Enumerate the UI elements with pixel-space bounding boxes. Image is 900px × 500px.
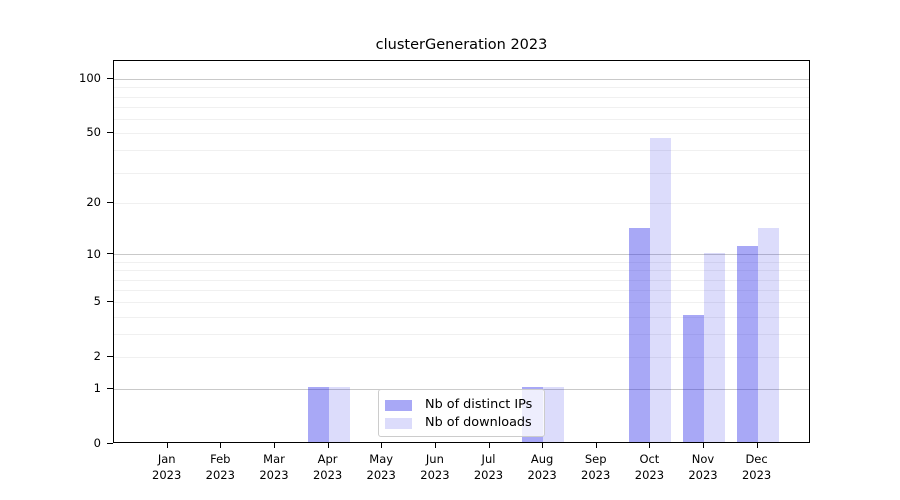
x-tick-mark-feb [220,443,222,448]
gridline-9 [114,262,809,263]
x-tick-label-apr: Apr 2023 [312,452,343,482]
y-tick-label-1: 1 [93,381,101,396]
y-tick-mark-2 [107,355,113,357]
gridline-7 [114,279,809,281]
bar-nb-of-distinct-ips-nov [683,314,704,442]
y-tick-mark-5 [107,300,113,302]
legend-swatch-distinct-ips [385,399,412,411]
x-tick-label-jan: Jan 2023 [152,452,182,482]
y-tick-label-2: 2 [93,349,101,364]
bar-nb-of-downloads-aug [543,387,565,442]
gridline-80 [114,96,809,98]
legend-item-distinct-ips: Nb of distinct IPs [385,396,537,414]
bar-nb-of-downloads-apr [328,387,350,442]
gridline-100 [114,79,809,81]
x-tick-mark-jul [488,443,490,448]
y-tick-mark-100 [107,77,113,79]
y-tick-label-0: 0 [93,436,101,450]
gridline-70 [114,107,809,109]
chart-title: clusterGeneration 2023 [375,37,548,53]
x-tick-mark-dec [756,443,758,448]
x-tick-mark-sep [595,443,597,448]
bar-nb-of-distinct-ips-apr [307,387,329,442]
gridline-10 [114,254,809,256]
x-tick-mark-jan [166,443,168,448]
x-tick-label-oct: Oct 2023 [634,452,665,482]
y-tick-label-20: 20 [86,195,101,210]
bar-nb-of-downloads-oct [650,137,672,442]
x-tick-label-mar: Mar 2023 [259,452,289,482]
x-tick-label-jul: Jul 2023 [473,452,504,482]
plot-area [113,60,810,443]
bar-nb-of-distinct-ips-oct [629,228,651,442]
x-tick-label-dec: Dec 2023 [741,452,772,482]
bar-nb-of-downloads-nov [704,252,725,442]
bar-nb-of-downloads-dec [757,228,779,442]
x-tick-mark-mar [274,443,275,448]
gridline-40 [114,150,809,152]
x-tick-label-feb: Feb 2023 [205,452,235,482]
x-tick-label-may: May 2023 [366,452,396,482]
y-tick-label-5: 5 [93,294,101,309]
x-tick-mark-apr [327,443,329,448]
x-tick-mark-nov [703,443,704,448]
y-tick-label-100: 100 [79,71,101,86]
x-tick-mark-oct [649,443,651,448]
legend-label: Nb of downloads [425,415,532,430]
y-tick-mark-50 [107,131,113,133]
legend-label: Nb of distinct IPs [425,397,533,412]
gridline-5 [114,302,809,304]
gridline-50 [114,133,809,135]
x-tick-label-nov: Nov 2023 [688,452,718,482]
x-tick-mark-jun [434,443,436,448]
gridline-60 [114,119,809,121]
legend-swatch-downloads [385,417,412,429]
y-tick-mark-20 [107,201,113,203]
legend-item-downloads: Nb of downloads [385,414,537,432]
y-tick-label-50: 50 [86,125,101,140]
legend: Nb of distinct IPs Nb of downloads [378,389,545,437]
gridline-4 [114,316,809,318]
x-tick-label-jun: Jun 2023 [420,452,450,482]
gridline-6 [114,290,809,292]
bar-nb-of-distinct-ips-dec [736,245,758,442]
gridline-30 [114,172,809,174]
gridline-3 [114,334,809,336]
gridline-90 [114,87,809,89]
y-tick-mark-1 [107,387,113,389]
y-tick-label-10: 10 [86,246,101,261]
gridline-8 [114,270,809,272]
x-tick-label-aug: Aug 2023 [527,452,557,482]
gridline-2 [114,357,809,359]
x-tick-mark-aug [542,443,544,448]
gridline-20 [114,203,809,205]
x-tick-label-sep: Sep 2023 [581,452,611,482]
y-tick-mark-0 [107,442,113,444]
x-tick-mark-may [381,443,383,448]
y-tick-mark-10 [107,253,113,254]
